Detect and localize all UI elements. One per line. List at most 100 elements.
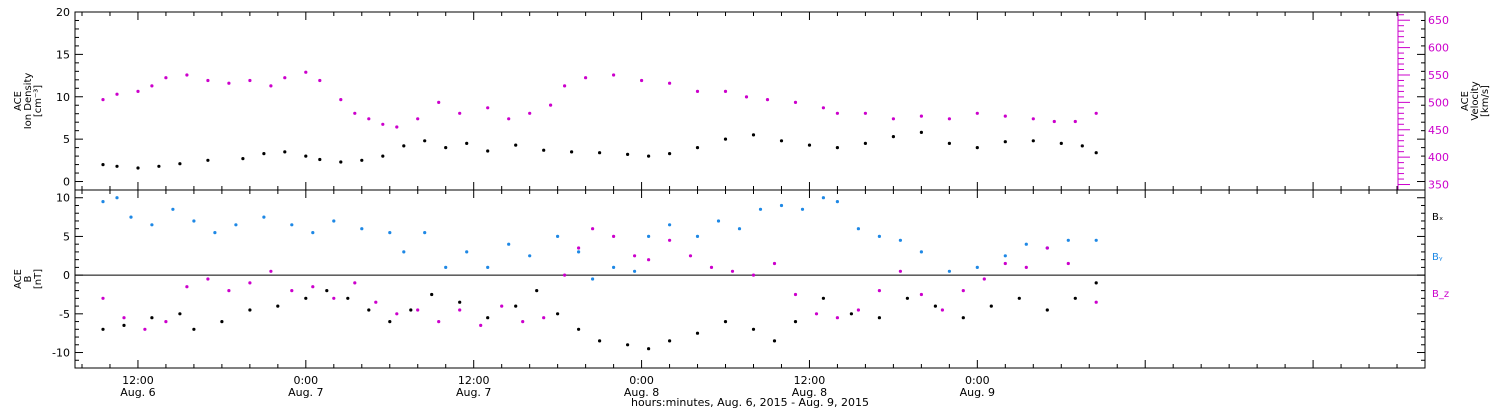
data-point — [122, 323, 126, 327]
data-point — [695, 146, 700, 150]
data-point — [751, 327, 756, 331]
data-point — [234, 223, 238, 227]
data-point — [416, 308, 420, 312]
data-point — [563, 84, 567, 88]
data-point — [542, 148, 546, 152]
y2-axis-label: [km/s] — [1480, 85, 1491, 117]
data-point — [898, 238, 903, 242]
data-point — [192, 327, 196, 331]
data-series — [101, 196, 1098, 281]
y2-axis-label: ACE — [1460, 91, 1471, 111]
data-point — [402, 144, 406, 148]
data-point — [353, 111, 357, 115]
data-point — [101, 163, 105, 167]
data-point — [1094, 281, 1098, 285]
data-point — [507, 117, 511, 121]
data-point — [213, 231, 217, 235]
data-point — [633, 254, 637, 258]
panel-frame — [74, 11, 1426, 191]
x-tick-label-time: 12:00 — [122, 374, 154, 387]
data-point — [122, 316, 126, 320]
data-point — [129, 215, 133, 219]
data-point — [486, 265, 490, 269]
data-point — [737, 227, 742, 231]
data-point — [339, 160, 343, 164]
data-point — [919, 114, 924, 118]
data-point — [856, 227, 861, 231]
legend-entry: B_z — [1432, 289, 1449, 300]
data-point — [814, 312, 819, 316]
data-point — [577, 327, 581, 331]
data-point — [325, 289, 329, 293]
data-point — [514, 304, 518, 308]
data-point — [940, 308, 945, 312]
data-point — [800, 207, 805, 211]
data-point — [185, 285, 189, 289]
data-point — [150, 223, 154, 227]
y-tick-label: 0 — [63, 269, 70, 282]
y-tick-label: 10 — [56, 91, 70, 104]
data-point — [570, 150, 574, 154]
data-point — [1094, 151, 1098, 155]
data-point — [402, 250, 406, 254]
data-point — [248, 78, 252, 83]
data-point — [367, 117, 371, 121]
data-point — [556, 234, 560, 238]
data-point — [346, 296, 350, 300]
panel-frame — [74, 189, 1426, 369]
data-point — [695, 89, 700, 93]
y-axis-label: B — [23, 275, 34, 282]
data-point — [919, 292, 924, 297]
data-point — [982, 277, 986, 281]
data-point — [612, 73, 616, 77]
data-point — [975, 111, 979, 115]
data-point — [626, 152, 630, 156]
data-point — [486, 149, 490, 153]
x-tick-label-date: Aug. 9 — [960, 386, 995, 399]
data-point — [486, 106, 490, 110]
data-point — [633, 269, 637, 273]
y2-tick-label: 400 — [1428, 151, 1449, 164]
data-point — [758, 207, 763, 211]
data-point — [465, 141, 469, 145]
data-point — [668, 81, 672, 85]
data-point — [185, 73, 189, 77]
data-point — [591, 277, 595, 281]
data-point — [730, 269, 735, 273]
data-point — [360, 158, 364, 162]
data-point — [1073, 296, 1077, 300]
data-point — [1073, 119, 1077, 124]
data-point — [821, 196, 826, 200]
data-point — [178, 312, 182, 316]
data-point — [975, 146, 979, 150]
data-point — [318, 78, 322, 83]
data-point — [241, 157, 245, 161]
data-point — [283, 150, 287, 154]
data-point — [563, 273, 567, 277]
data-series — [101, 130, 1098, 170]
data-point — [465, 250, 469, 254]
data-point — [542, 316, 546, 320]
data-point — [647, 154, 651, 158]
imf-panel: -10 -5 0 5 10 ACE B [nT] Bₓ Bᵧ B_z — [13, 189, 1449, 369]
data-point — [290, 223, 294, 227]
data-point — [891, 135, 896, 139]
y2-tick-label: 550 — [1428, 69, 1449, 82]
data-point — [668, 339, 672, 343]
data-point — [283, 76, 287, 80]
data-point — [423, 231, 427, 235]
data-point — [640, 78, 644, 83]
data-point — [388, 320, 392, 324]
data-point — [276, 304, 280, 308]
data-point — [556, 312, 560, 316]
data-point — [577, 250, 581, 254]
data-point — [171, 207, 175, 211]
y-tick-label: 5 — [63, 230, 70, 243]
data-point — [1059, 141, 1063, 145]
data-point — [143, 327, 147, 331]
data-point — [339, 98, 343, 102]
data-point — [304, 70, 308, 74]
data-point — [220, 320, 224, 324]
data-point — [1003, 261, 1007, 266]
data-point — [458, 300, 462, 304]
